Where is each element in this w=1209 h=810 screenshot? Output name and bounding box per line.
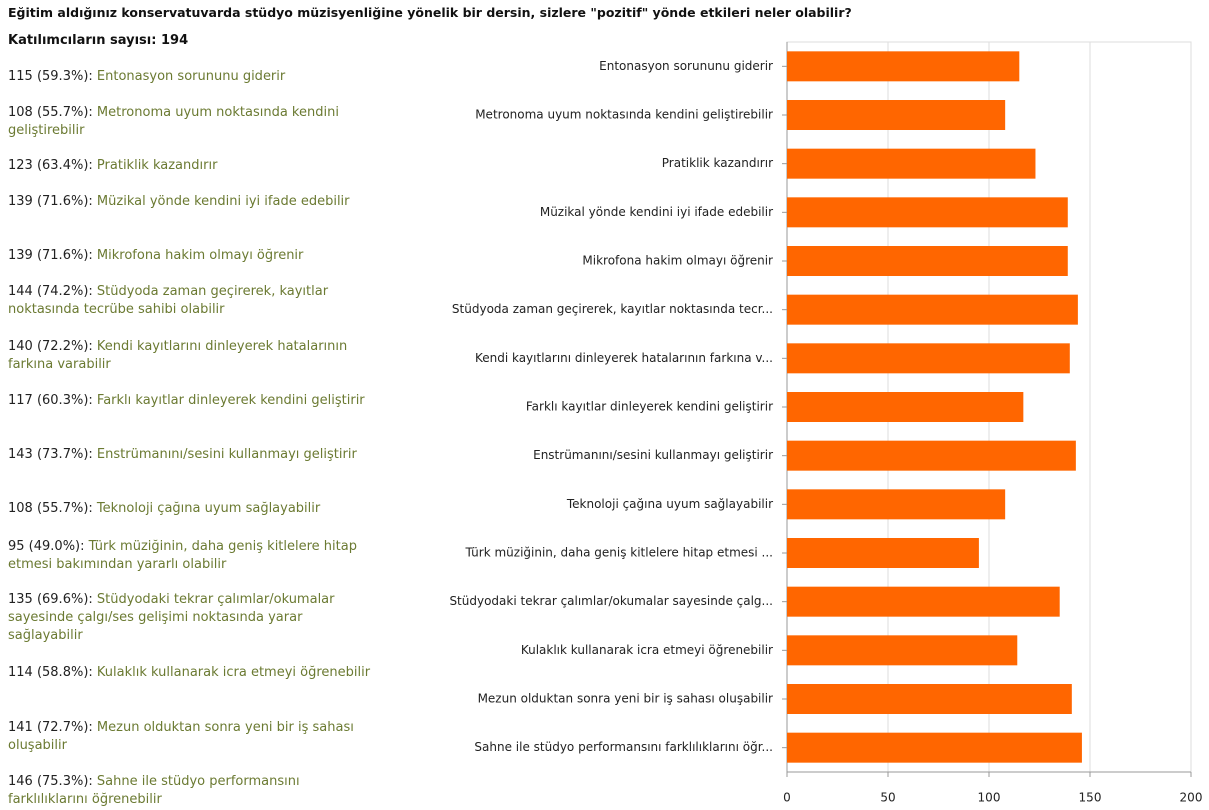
- bar: [787, 148, 1036, 179]
- response-item: 117 (60.3%): Farklı kayıtlar dinleyerek …: [8, 392, 373, 410]
- y-tick-label: Metronoma uyum noktasında kendini gelişt…: [475, 108, 773, 122]
- bar: [787, 732, 1082, 763]
- bar: [787, 246, 1068, 276]
- x-tick-label: 200: [1180, 791, 1203, 805]
- response-text: Stüdyodaki tekrar çalımlar/okumalar saye…: [8, 592, 335, 643]
- response-text: Pratiklik kazandırır: [96, 158, 218, 173]
- y-tick-label: Mezun olduktan sonra yeni bir iş sahası …: [478, 692, 773, 706]
- response-count: 123 (63.4%):: [8, 158, 93, 173]
- response-count: 139 (71.6%):: [8, 194, 93, 209]
- y-tick-label: Farklı kayıtlar dinleyerek kendini geliş…: [526, 400, 773, 414]
- response-text: Enstrümanını/sesini kullanmayı geliştiri…: [96, 447, 357, 462]
- y-tick-label: Sahne ile stüdyo performansını farklılık…: [474, 740, 773, 754]
- response-text: Müzikal yönde kendini iyi ifade edebilir: [96, 194, 350, 209]
- response-item: 108 (55.7%): Teknoloji çağına uyum sağla…: [8, 500, 373, 518]
- response-text: Mikrofona hakim olmayı öğrenir: [96, 248, 304, 263]
- bar: [787, 51, 1020, 82]
- response-text: Stüdyoda zaman geçirerek, kayıtlar nokta…: [8, 284, 329, 317]
- response-text: Sahne ile stüdyo performansını farklılık…: [8, 774, 300, 807]
- response-text: Kendi kayıtlarını dinleyerek hatalarının…: [8, 339, 348, 372]
- response-count: 141 (72.7%):: [8, 720, 93, 735]
- participants: Katılımcıların sayısı: 194: [8, 33, 189, 48]
- x-tick-label: 100: [978, 791, 1001, 805]
- response-count: 146 (75.3%):: [8, 774, 93, 789]
- response-item: 143 (73.7%): Enstrümanını/sesini kullanm…: [8, 446, 373, 464]
- response-item: 95 (49.0%): Türk müziğinin, daha geniş k…: [8, 538, 373, 574]
- y-tick-label: Kulaklık kullanarak icra etmeyi öğrenebi…: [521, 643, 773, 657]
- y-tick-label: Entonasyon sorununu giderir: [599, 59, 773, 73]
- response-text: Kulaklık kullanarak icra etmeyi öğrenebi…: [96, 665, 371, 680]
- response-count: 135 (69.6%):: [8, 592, 93, 607]
- bar: [787, 586, 1060, 617]
- response-count: 108 (55.7%):: [8, 105, 93, 120]
- y-tick-label: Stüdyodaki tekrar çalımlar/okumalar saye…: [449, 594, 773, 608]
- response-count: 115 (59.3%):: [8, 69, 93, 84]
- bar: [787, 635, 1018, 666]
- response-count: 143 (73.7%):: [8, 447, 93, 462]
- response-item: 114 (58.8%): Kulaklık kullanarak icra et…: [8, 664, 373, 682]
- x-tick-label: 0: [783, 791, 791, 805]
- y-tick-label: Türk müziğinin, daha geniş kitlelere hit…: [464, 546, 773, 560]
- y-tick-label: Mikrofona hakim olmayı öğrenir: [582, 254, 773, 268]
- response-count: 144 (74.2%):: [8, 284, 93, 299]
- response-item: 108 (55.7%): Metronoma uyum noktasında k…: [8, 104, 373, 140]
- x-tick-label: 50: [880, 791, 895, 805]
- response-item: 141 (72.7%): Mezun olduktan sonra yeni b…: [8, 719, 373, 755]
- bar: [787, 489, 1006, 520]
- response-count: 108 (55.7%):: [8, 501, 93, 516]
- response-item: 115 (59.3%): Entonasyon sorununu giderir: [8, 68, 373, 86]
- response-text: Farklı kayıtlar dinleyerek kendini geliş…: [96, 393, 365, 408]
- bar: [787, 197, 1068, 228]
- response-text: Entonasyon sorununu giderir: [96, 69, 286, 84]
- bar: [787, 100, 1006, 130]
- response-item: 139 (71.6%): Müzikal yönde kendini iyi i…: [8, 193, 373, 211]
- x-tick-label: 150: [1079, 791, 1102, 805]
- bar: [787, 392, 1024, 422]
- y-tick-label: Müzikal yönde kendini iyi ifade edebilir: [540, 205, 773, 219]
- response-count: 114 (58.8%):: [8, 665, 93, 680]
- bar: [787, 538, 979, 568]
- title: Eğitim aldığınız konservatuvarda stüdyo …: [8, 5, 852, 20]
- y-tick-label: Pratiklik kazandırır: [662, 156, 773, 170]
- response-count: 95 (49.0%):: [8, 539, 85, 554]
- response-text: Teknoloji çağına uyum sağlayabilir: [96, 501, 321, 516]
- response-item: 144 (74.2%): Stüdyoda zaman geçirerek, k…: [8, 283, 373, 319]
- response-item: 140 (72.2%): Kendi kayıtlarını dinleyere…: [8, 338, 373, 374]
- y-tick-label: Stüdyoda zaman geçirerek, kayıtlar nokta…: [452, 302, 773, 316]
- response-count: 139 (71.6%):: [8, 248, 93, 263]
- response-item: 135 (69.6%): Stüdyodaki tekrar çalımlar/…: [8, 591, 373, 645]
- response-text: Metronoma uyum noktasında kendini gelişt…: [8, 105, 339, 138]
- response-count: 117 (60.3%):: [8, 393, 93, 408]
- response-item: 146 (75.3%): Sahne ile stüdyo performans…: [8, 773, 373, 809]
- bar: [787, 343, 1070, 374]
- response-item: 139 (71.6%): Mikrofona hakim olmayı öğre…: [8, 247, 373, 265]
- y-tick-label: Enstrümanını/sesini kullanmayı geliştiri…: [533, 448, 773, 462]
- bar: [787, 684, 1072, 714]
- bar: [787, 294, 1078, 325]
- y-tick-label: Kendi kayıtlarını dinleyerek hatalarının…: [475, 351, 773, 365]
- bar: [787, 440, 1076, 471]
- response-text: Türk müziğinin, daha geniş kitlelere hit…: [8, 539, 357, 572]
- response-text: Mezun olduktan sonra yeni bir iş sahası …: [8, 720, 354, 753]
- y-tick-label: Teknoloji çağına uyum sağlayabilir: [566, 497, 773, 511]
- response-item: 123 (63.4%): Pratiklik kazandırır: [8, 157, 373, 175]
- response-count: 140 (72.2%):: [8, 339, 93, 354]
